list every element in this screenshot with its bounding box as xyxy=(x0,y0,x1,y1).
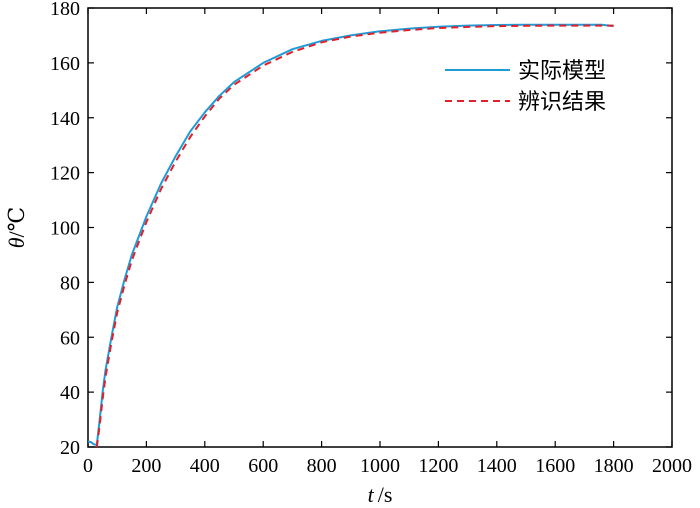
x-tick-label: 1200 xyxy=(418,455,458,477)
x-tick-label: 1000 xyxy=(360,455,400,477)
x-tick-label: 1800 xyxy=(594,455,634,477)
x-tick-label: 800 xyxy=(307,455,337,477)
y-tick-label: 20 xyxy=(60,437,80,459)
y-axis-label: θ/℃ xyxy=(4,207,29,249)
x-axis-label: t/s xyxy=(368,482,393,507)
legend: 实际模型 辨识结果 xyxy=(445,59,606,115)
y-tick-label: 180 xyxy=(50,0,80,20)
x-axis-variable: t xyxy=(368,482,375,507)
x-tick-label: 400 xyxy=(190,455,220,477)
y-tick-label: 100 xyxy=(50,218,80,240)
x-axis-unit: /s xyxy=(378,482,393,507)
x-tick-label: 1400 xyxy=(477,455,517,477)
x-tick-label: 2000 xyxy=(652,455,692,477)
series-layer xyxy=(87,23,614,448)
y-tick-label: 120 xyxy=(50,163,80,185)
x-tick-label: 600 xyxy=(248,455,278,477)
y-tick-label: 80 xyxy=(60,272,80,294)
y-tick-label: 160 xyxy=(50,53,80,75)
series-line-actual-model xyxy=(87,23,614,446)
x-tick-label: 0 xyxy=(83,455,93,477)
x-tick-label: 200 xyxy=(131,455,161,477)
legend-label-actual-model: 实际模型 xyxy=(518,59,606,84)
x-tick-label: 1600 xyxy=(535,455,575,477)
axis-ticks: 0 200 400 600 800 1000 1200 1400 1600 1800 2000 20 4… xyxy=(50,0,692,477)
y-tick-label: 40 xyxy=(60,382,80,404)
y-axis-unit: /℃ xyxy=(4,207,29,238)
y-tick-label: 140 xyxy=(50,108,80,130)
series-line-identification-result xyxy=(95,24,614,448)
y-axis-variable: θ xyxy=(4,237,29,248)
legend-label-identification-result: 辨识结果 xyxy=(518,90,606,115)
y-tick-label: 60 xyxy=(60,327,80,349)
